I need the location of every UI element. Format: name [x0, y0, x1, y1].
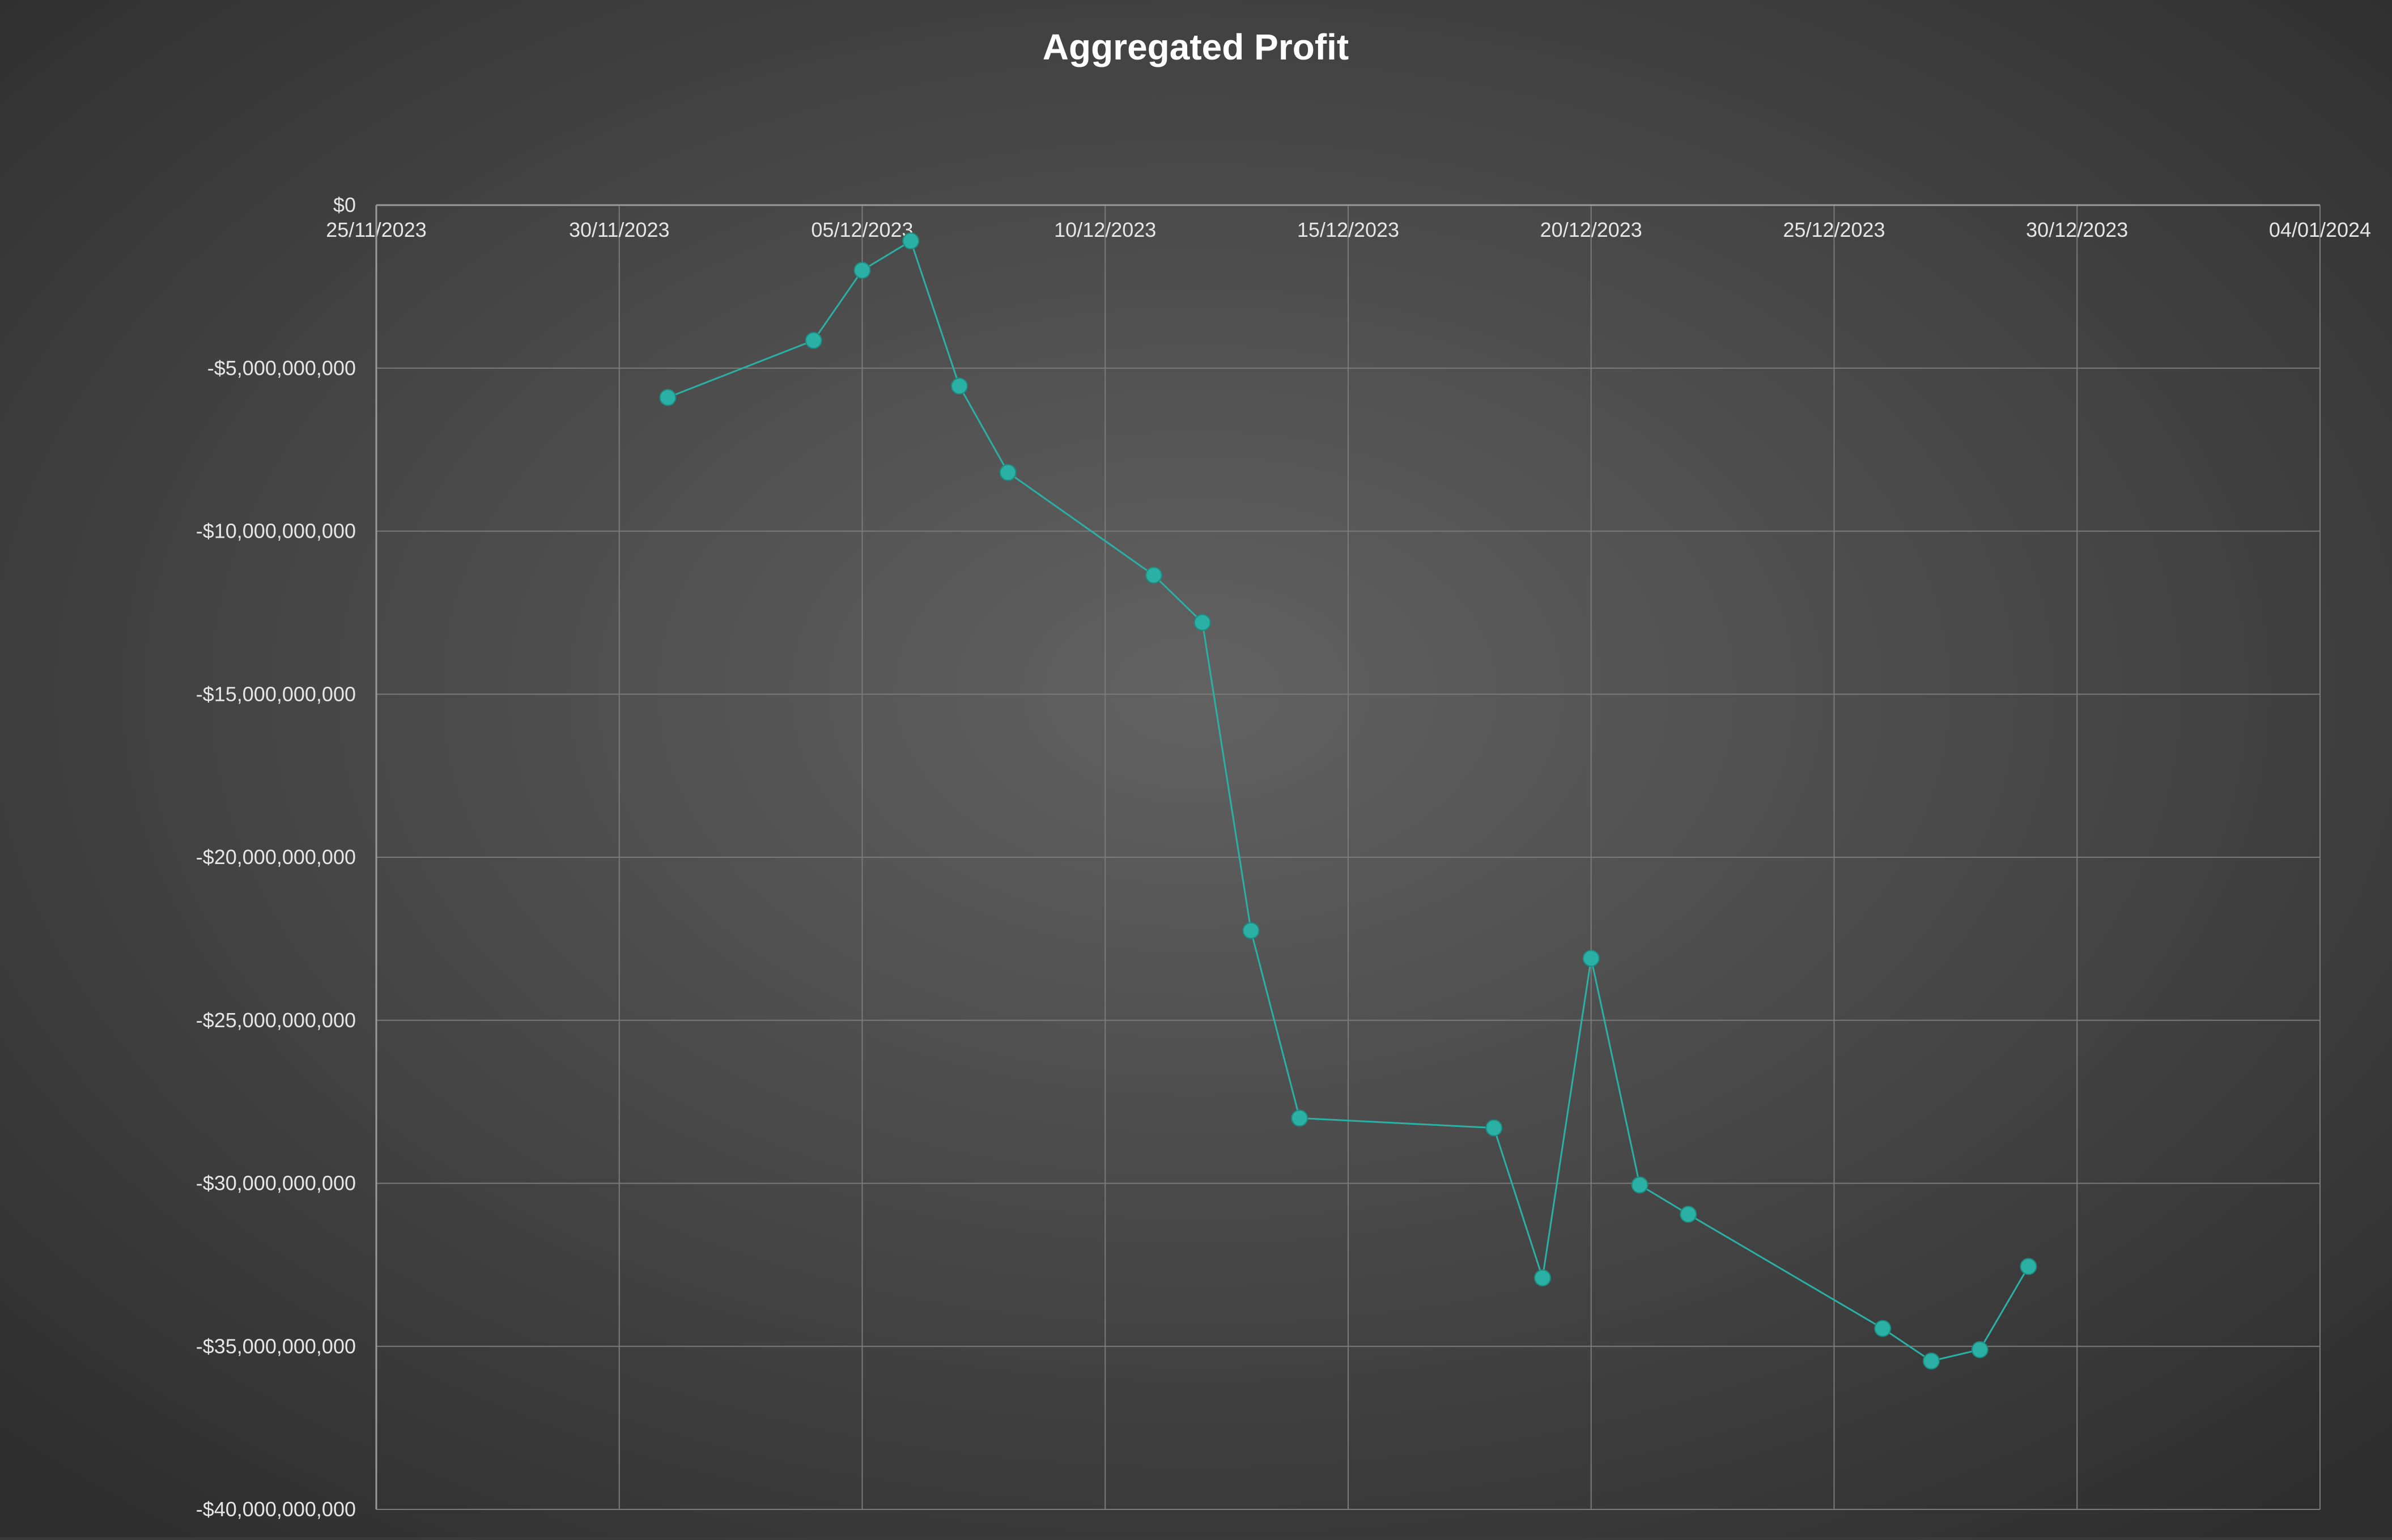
y-tick-label: $0	[333, 193, 356, 216]
data-point	[902, 232, 920, 250]
y-tick-label: -$25,000,000,000	[196, 1009, 356, 1032]
x-tick-label: 04/01/2024	[2269, 218, 2371, 241]
data-point	[853, 262, 871, 279]
data-point	[1582, 950, 1600, 967]
data-point	[1631, 1176, 1649, 1194]
x-tick-label: 30/11/2023	[569, 218, 670, 241]
data-point	[1680, 1206, 1697, 1223]
y-tick-label: -$5,000,000,000	[207, 356, 356, 380]
x-tick-label: 10/12/2023	[1054, 218, 1156, 241]
data-point	[1534, 1269, 1551, 1287]
series	[659, 232, 2037, 1370]
y-tick-label: -$20,000,000,000	[196, 845, 356, 869]
x-tick-label: 25/12/2023	[1783, 218, 1885, 241]
data-point	[659, 389, 677, 406]
data-point	[1193, 614, 1211, 631]
data-point	[1242, 922, 1260, 939]
x-tick-label: 30/12/2023	[2026, 218, 2128, 241]
data-point	[2020, 1258, 2037, 1275]
chart-title: Aggregated Profit	[1043, 27, 1349, 67]
y-tick-label: -$35,000,000,000	[196, 1334, 356, 1358]
data-point	[1874, 1320, 1892, 1337]
y-tick-label: -$30,000,000,000	[196, 1172, 356, 1195]
data-point	[951, 377, 968, 395]
data-point	[805, 331, 822, 349]
y-tick-label: -$40,000,000,000	[196, 1498, 356, 1521]
data-point	[1485, 1119, 1503, 1137]
x-tick-label: 20/12/2023	[1540, 218, 1642, 241]
data-point	[1971, 1341, 1989, 1359]
data-point	[1923, 1352, 1940, 1370]
data-point	[1145, 567, 1162, 584]
x-tick-label: 05/12/2023	[811, 218, 913, 241]
data-point	[999, 463, 1017, 481]
data-point	[1291, 1109, 1308, 1127]
x-tick-label: 15/12/2023	[1297, 218, 1399, 241]
axes: $0 -$5,000,000,000 -$10,000,000,000 -$15,00…	[196, 193, 2371, 1521]
y-tick-label: -$15,000,000,000	[196, 682, 356, 705]
y-tick-label: -$10,000,000,000	[196, 520, 356, 543]
